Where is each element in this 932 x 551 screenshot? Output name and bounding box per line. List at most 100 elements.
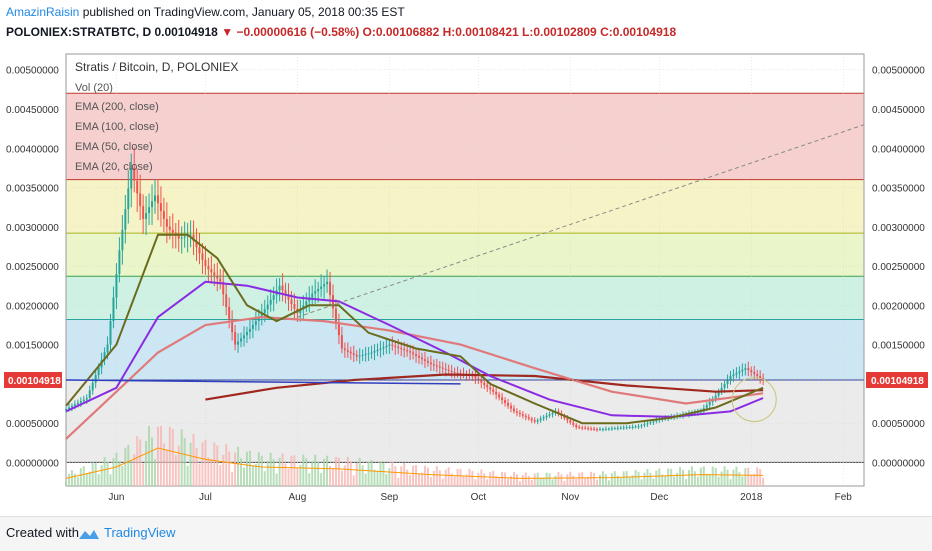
candle-body [346, 350, 349, 352]
candle-body [717, 391, 720, 396]
candle-body [587, 428, 590, 430]
volume-bar [88, 471, 91, 486]
legend-vol[interactable]: Vol (20) [75, 82, 113, 94]
candle-body [180, 237, 183, 239]
candle-body [388, 344, 391, 346]
volume-bar [266, 460, 269, 486]
volume-bar [148, 426, 151, 486]
candle-body [251, 324, 254, 329]
volume-bar [453, 476, 456, 486]
indicator-legend: Stratis / Bitcoin, D, POLONIEX Vol (20) … [75, 60, 238, 173]
candle-body [216, 275, 219, 279]
candle-body [708, 401, 711, 406]
y-tick-label-left: 0.00400000 [6, 144, 59, 155]
tradingview-link[interactable]: TradingView [104, 525, 176, 540]
volume-bar [219, 465, 222, 486]
candle-body [97, 367, 100, 376]
volume-bar [234, 452, 237, 486]
candle-body [352, 353, 355, 355]
volume-bar [723, 466, 726, 486]
volume-bar [426, 467, 429, 486]
candle-body [533, 420, 536, 422]
candle-body [598, 429, 601, 431]
volume-bar [284, 463, 287, 486]
volume-bar [388, 468, 391, 486]
candle-body [287, 294, 290, 300]
candle-body [619, 427, 622, 429]
volume-bar [456, 468, 459, 486]
candle-body [750, 370, 753, 373]
volume-bar [613, 471, 616, 486]
candle-body [753, 372, 756, 375]
candle-body [406, 350, 409, 352]
candle-body [504, 400, 507, 403]
volume-bar [527, 475, 530, 486]
volume-bar [676, 472, 679, 486]
volume-bar [171, 428, 174, 486]
candle-body [542, 417, 545, 419]
volume-bar [251, 465, 254, 486]
author-link[interactable]: AmazinRaisin [6, 5, 80, 19]
volume-bar [575, 478, 578, 486]
volume-bar [248, 450, 251, 486]
legend-ema100[interactable]: EMA (100, close) [75, 121, 159, 133]
x-tick-label: 2018 [740, 492, 763, 503]
volume-bar [667, 468, 670, 486]
ema20-line [65, 233, 764, 425]
volume-bar [112, 458, 115, 486]
volume-bar [269, 452, 272, 486]
candle-body [539, 418, 542, 421]
candle-body [569, 420, 572, 423]
published-text: published on TradingView.com, January 05… [82, 5, 405, 19]
candle-body [183, 236, 186, 238]
candle-body [438, 366, 441, 368]
volume-bar [299, 464, 302, 486]
candle-body [159, 203, 162, 212]
volume-bar [290, 455, 293, 486]
volume-bar [598, 474, 601, 486]
volume-bar [326, 455, 329, 486]
x-tick-label: Oct [471, 492, 487, 503]
candle-body [293, 304, 296, 309]
volume-bar [376, 470, 379, 486]
candle-body [284, 290, 287, 295]
candle-body [142, 206, 145, 219]
volume-bar [720, 471, 723, 486]
candle-body [94, 375, 97, 383]
candle-body [376, 349, 379, 352]
y-tick-label-left: 0.00200000 [6, 301, 59, 312]
candle-body [551, 412, 554, 415]
symbol-line: POLONIEX:STRATBTC, D 0.00104918 ▼ −0.000… [6, 25, 676, 39]
volume-bar [109, 474, 112, 486]
price-chart[interactable]: 0.00500000 0.00500000 0.00450000 0.00450000… [0, 48, 932, 516]
legend-ema200[interactable]: EMA (200, close) [75, 101, 159, 113]
volume-bar [587, 476, 590, 486]
volume-bar [403, 462, 406, 486]
volume-bar [133, 454, 136, 486]
x-tick-label: Aug [288, 492, 306, 503]
volume-bar [717, 476, 720, 486]
volume-bar [646, 468, 649, 486]
x-tick-label: Jul [199, 492, 212, 503]
candle-body [73, 404, 76, 406]
fib-zone [66, 233, 864, 277]
y-tick-label-right: 0.00400000 [872, 144, 925, 155]
candle-body [171, 229, 174, 233]
candle-body [426, 360, 429, 363]
candle-body [397, 346, 400, 348]
candle-body [456, 372, 459, 374]
volume-bar [349, 461, 352, 486]
volume-bars [65, 426, 765, 486]
legend-ema50[interactable]: EMA (50, close) [75, 141, 153, 153]
candle-body [596, 429, 599, 431]
volume-bar [115, 452, 118, 486]
candle-body [156, 195, 159, 204]
candle-body [578, 427, 581, 429]
volume-bar [415, 464, 418, 486]
candle-body [518, 412, 521, 415]
volume-bar [379, 461, 382, 486]
candle-body [420, 357, 423, 360]
candle-body [501, 397, 504, 401]
legend-ema20[interactable]: EMA (20, close) [75, 161, 153, 173]
candle-body [278, 285, 281, 291]
